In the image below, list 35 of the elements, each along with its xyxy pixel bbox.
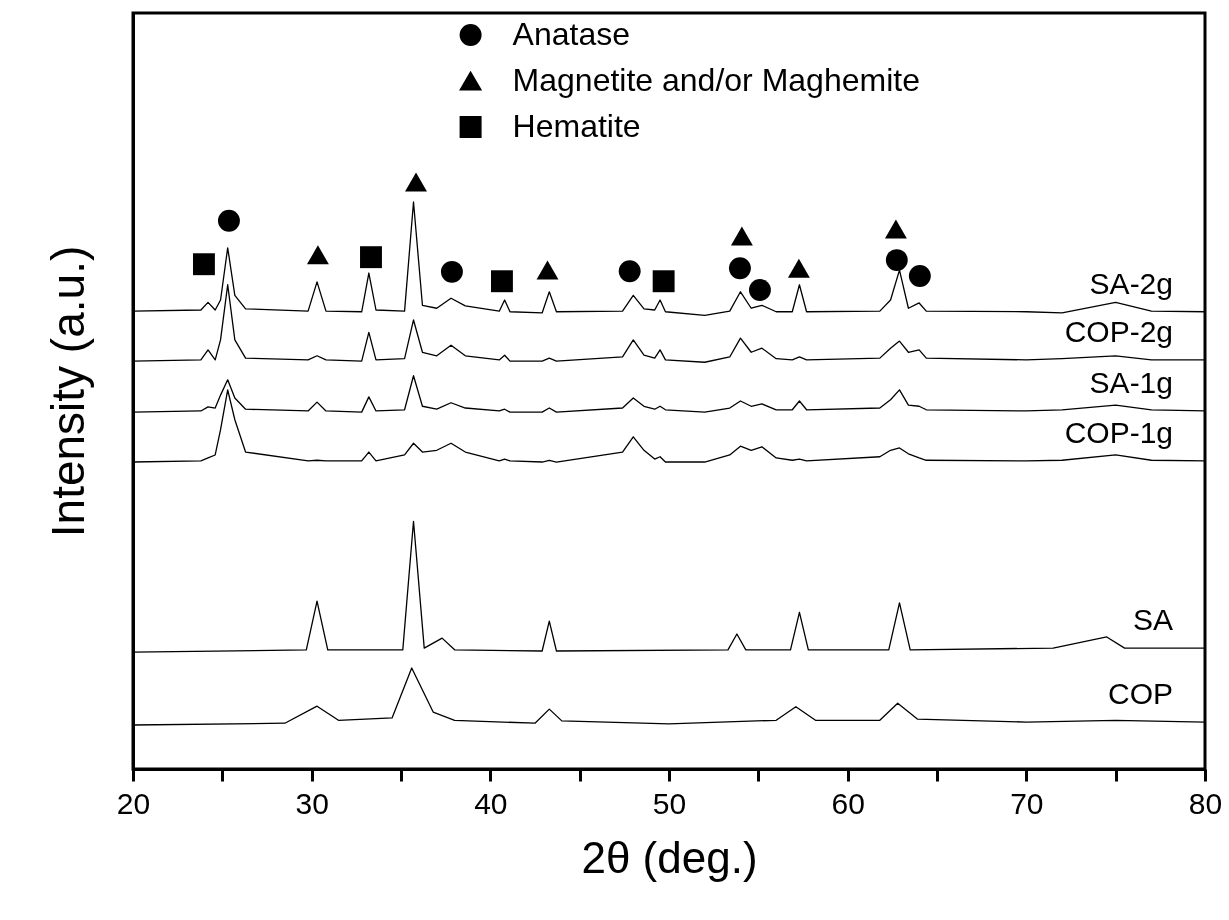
point: [536, 260, 559, 280]
x-tick-label: 50: [652, 786, 687, 820]
legend-label: Magnetite and/or Maghemite: [512, 62, 920, 98]
point: [748, 279, 771, 301]
point: [652, 270, 675, 293]
series-label: SA-2g: [1089, 266, 1173, 300]
y-axis-title: Intensity (a.u.): [41, 245, 94, 538]
point: [730, 226, 753, 246]
point: [217, 209, 240, 232]
point: [884, 219, 907, 239]
x-tick-label: 70: [1010, 786, 1044, 820]
x-tick-label: 60: [831, 786, 865, 820]
point: [192, 253, 215, 276]
series-label: COP-1g: [1064, 415, 1173, 449]
x-tick-label: 40: [474, 786, 508, 820]
series-label: SA-1g: [1089, 365, 1173, 399]
legend-label: Anatase: [512, 16, 631, 52]
x-tick-label: 20: [116, 786, 151, 820]
point: [360, 246, 382, 269]
point: [908, 265, 931, 287]
x-tick-label: 30: [295, 786, 329, 820]
series-label: COP-2g: [1064, 314, 1173, 348]
point: [885, 249, 908, 272]
series-label: SA: [1132, 603, 1173, 637]
x-axis-title: 2θ (deg.): [581, 832, 758, 882]
point: [618, 260, 641, 283]
legend-label: Hematite: [512, 108, 641, 144]
series-label: COP: [1107, 677, 1173, 711]
point: [306, 245, 329, 265]
point: [405, 172, 427, 192]
point: [787, 258, 810, 278]
x-tick-label: 80: [1188, 786, 1223, 820]
point: [440, 260, 463, 283]
point: [490, 270, 513, 293]
point: [728, 257, 751, 280]
